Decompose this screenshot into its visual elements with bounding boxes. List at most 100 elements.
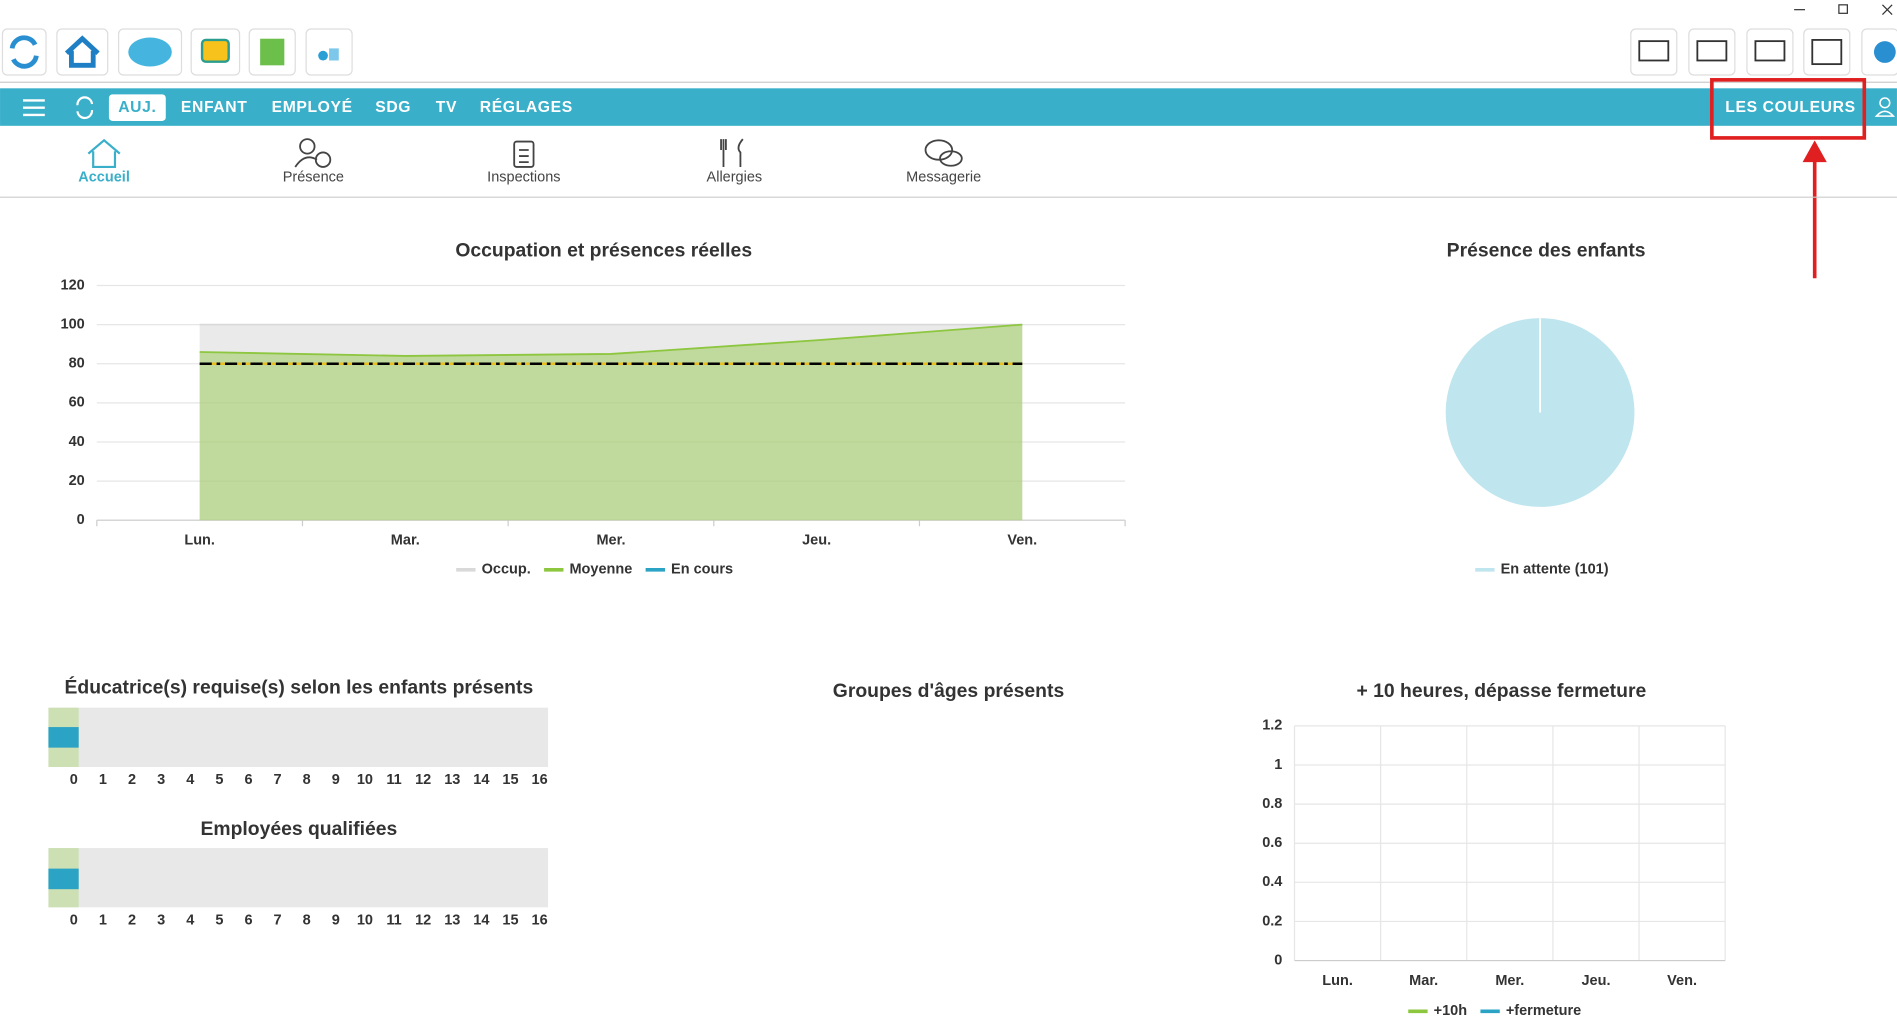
y-tick-label: 0 [77,512,85,528]
x-tick-label: Lun. [184,533,215,549]
tab[interactable]: Accueil [78,170,130,186]
x-tick-label: Mer. [596,533,625,549]
sync-icon [1754,40,1786,62]
y-tick-label: 0.6 [1262,835,1282,851]
x-tick-label: 7 [274,772,282,788]
area [199,324,1023,521]
x-tick-label: 15 [502,772,518,788]
tab[interactable]: Présence [283,170,344,186]
chart-title: Groupes d'âges présents [833,680,1064,702]
x-tick-label: 8 [303,772,311,788]
nav-refresh[interactable] [76,96,94,120]
x-tick-label: 11 [386,912,401,928]
x-tick-label: 5 [215,912,223,928]
shape-icon [318,50,328,61]
x-tick-label: 4 [186,912,194,928]
y-tick-label: 120 [61,277,85,293]
legend-label: Occup. [482,562,531,578]
nav-item[interactable]: TV [436,99,457,116]
screen-button[interactable] [1630,28,1678,76]
bar-area [48,707,549,767]
x-tick-label: 10 [357,772,373,788]
menu-button[interactable] [23,99,45,117]
calendar-icon [1811,39,1843,66]
nav-item[interactable]: EMPLOYÉ [272,97,353,116]
bar-area [48,848,549,908]
x-tick-label: 1 [99,912,107,928]
x-tick-label: 2 [128,912,136,928]
restore[interactable] [1838,4,1848,14]
tab[interactable]: Allergies [707,170,763,186]
chart-title: Employées qualifiées [200,818,397,840]
x-tick-label: Mer. [1495,973,1524,989]
x-tick-label: Ven. [1007,533,1037,549]
user-button[interactable] [1874,97,1896,117]
y-tick-label: 0.2 [1262,913,1282,929]
close[interactable] [1882,4,1893,15]
game-icon [260,38,285,66]
y-tick-label: 40 [69,434,85,450]
help-icon [1696,40,1728,62]
tab-icon [924,139,963,167]
x-tick-label: 14 [473,772,489,788]
window-controls[interactable] [1794,4,1893,15]
legend-label: +10h [1434,1003,1467,1019]
x-tick-label: 12 [415,912,431,928]
x-tick-label: 10 [357,912,373,928]
legend-label: Moyenne [569,562,632,578]
legend-label: +fermeture [1506,1003,1581,1019]
x-tick-label: 14 [473,912,489,928]
toolbar [1,28,1897,76]
y-tick-label: 0.4 [1262,874,1282,890]
refresh-icon [9,35,39,69]
nav-item[interactable]: AUJ. [118,99,156,116]
x-tick-label: Lun. [1322,973,1353,989]
x-tick-label: 8 [303,912,311,928]
y-tick-label: 0 [1274,952,1282,968]
x-tick-label: Jeu. [802,533,831,549]
x-tick-label: 16 [532,912,548,928]
nav-item[interactable]: SDG [375,99,411,116]
tab[interactable]: Inspections [487,170,560,186]
x-tick-label: 9 [332,912,340,928]
chart-title: Présence des enfants [1447,240,1646,262]
x-tick-label: 6 [244,912,252,928]
x-tick-label: 7 [274,912,282,928]
x-tick-label: 3 [157,772,165,788]
nav-item[interactable]: RÉGLAGES [480,97,573,116]
x-tick-label: 2 [128,772,136,788]
y-tick-label: 100 [61,316,85,332]
x-tick-label: 13 [444,772,460,788]
chart-title: Éducatrice(s) requise(s) selon les enfan… [64,675,533,698]
x-tick-label: 0 [70,772,78,788]
tab-icon [87,138,121,169]
nav-item[interactable]: LES COULEURS [1725,99,1855,116]
sync-button[interactable] [1746,28,1794,76]
x-tick-label: 12 [415,772,431,788]
x-tick-label: 1 [99,772,107,788]
x-tick-label: 4 [186,772,194,788]
tab-icon [720,138,744,167]
active-nav-bg [108,94,166,121]
area [199,324,1023,521]
x-tick-label: 13 [444,912,460,928]
x-tick-label: Jeu. [1581,973,1610,989]
bar-area-marker [48,727,79,748]
x-tick-label: Mar. [391,533,420,549]
calendar-button[interactable] [1803,28,1851,76]
y-tick-label: 0.8 [1262,796,1282,812]
chart-title: + 10 heures, dépasse fermeture [1356,680,1646,702]
x-tick-label: 9 [332,772,340,788]
y-tick-label: 1.2 [1262,718,1282,734]
tab[interactable]: Messagerie [906,170,981,186]
y-tick-label: 1 [1274,757,1282,773]
home-icon [64,35,100,68]
y-tick-label: 20 [69,473,85,489]
bar-area-marker [48,868,79,890]
tab-icon [294,138,332,168]
nav-item[interactable]: ENFANT [181,99,248,116]
x-tick-label: 16 [532,772,548,788]
help-button[interactable] [1688,28,1736,76]
x-tick-label: Ven. [1667,973,1697,989]
